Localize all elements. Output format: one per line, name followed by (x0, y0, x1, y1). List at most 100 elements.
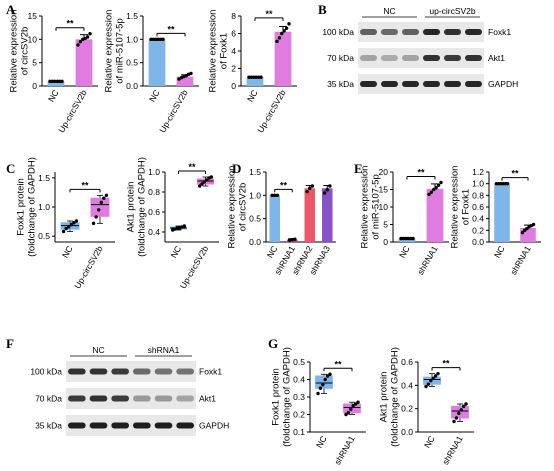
significance-marker: ** (417, 168, 425, 178)
data-point (351, 404, 355, 408)
data-point (406, 236, 410, 241)
data-point (287, 22, 291, 26)
blot-band (444, 55, 461, 61)
y-axis-title-line: Relative expression (9, 10, 20, 93)
data-point (161, 37, 165, 42)
x-tick-label: Up-circSV2b (72, 244, 105, 291)
blot-band (465, 29, 482, 35)
blot-mw-label: 70 kDa (35, 394, 62, 404)
y-axis-title-line: (foldchange of GAPDH) (390, 347, 401, 447)
data-point (57, 79, 62, 84)
x-tick-label: shRNA1 (332, 434, 357, 467)
y-axis-title-line: Foxk1 protein (271, 368, 282, 426)
blot-band (133, 395, 151, 402)
y-axis-title: Relative expressionof circSV2b (9, 10, 31, 93)
bar-up-circsv2b (176, 76, 194, 86)
blot-band (68, 395, 86, 402)
data-point (454, 416, 459, 420)
blot-protein-label: Foxk1 (488, 27, 511, 37)
blot-band (402, 81, 419, 87)
significance-marker: ** (334, 359, 342, 369)
blot-protein-label: Akt1 (199, 394, 216, 404)
y-tick-label: 4 (231, 46, 236, 56)
data-point (520, 230, 525, 235)
data-point (48, 79, 52, 84)
blot-band (360, 55, 377, 61)
blot-protein-label: Foxk1 (199, 367, 222, 377)
data-point (91, 221, 96, 226)
blot-mw-label: 35 kDa (327, 79, 354, 89)
y-axis-title: Relative expressionof miR-5107-5p (104, 10, 126, 93)
y-axis-title-line: Relative expression (208, 10, 219, 93)
data-point (55, 79, 59, 84)
blot-band (111, 368, 129, 375)
x-tick-label: NC (314, 434, 329, 450)
bar-shrna1 (520, 228, 536, 242)
data-point (282, 29, 286, 33)
y-tick-label: 0 (231, 81, 236, 91)
data-point (431, 376, 435, 381)
data-point (256, 75, 261, 79)
y-axis-title: Akt1 protein(foldchange of GAPDH) (126, 157, 148, 257)
data-point (259, 75, 263, 79)
blot-band (89, 422, 108, 429)
y-tick-label: 0.2 (401, 404, 413, 414)
blot-mw-label: 35 kDa (35, 421, 62, 431)
blot-band (402, 55, 419, 61)
y-tick-label: 0.4 (472, 214, 484, 224)
x-tick-label: NC (147, 88, 162, 104)
data-point (399, 236, 403, 241)
y-tick-label: 1.5 (126, 11, 138, 21)
blot-band (89, 368, 108, 375)
blot-membrane (358, 22, 484, 42)
box-up-circsv2b (90, 197, 110, 217)
data-point (270, 193, 274, 198)
data-point (254, 75, 258, 79)
western-blot-f: NC shRNA1 Foxk1 100 kDa Akt1 70 kDa GAPDH 35 kD… (30, 345, 229, 436)
data-point (328, 184, 332, 188)
panel-label-c: C (6, 161, 15, 176)
data-point (273, 193, 277, 198)
y-tick-label: 0.6 (472, 202, 484, 212)
y-tick-label: 5 (32, 58, 37, 68)
data-point (252, 75, 256, 79)
bar-shrna1 (426, 188, 444, 242)
significance-marker: ** (442, 359, 450, 369)
y-tick-label: 0.2 (472, 225, 484, 235)
y-axis-title-line: Foxk1 protein (16, 178, 27, 236)
y-tick-label: 1.0 (126, 34, 138, 44)
blot-group-label: NC (92, 345, 104, 355)
x-tick-label: NC (492, 244, 507, 260)
y-tick-label: 1.0 (249, 190, 261, 200)
data-point (85, 35, 90, 39)
data-point (104, 193, 109, 198)
data-point (356, 400, 360, 404)
x-tick-label: NC (245, 88, 260, 104)
data-point (200, 182, 204, 186)
data-point (97, 208, 101, 212)
data-point (401, 236, 406, 241)
blot-band (176, 422, 194, 429)
panel-label-a: A (6, 2, 16, 17)
blot-band (154, 422, 173, 429)
y-tick-label: 0 (383, 237, 388, 247)
data-point (318, 386, 323, 390)
y-tick-label: 1.5 (249, 167, 261, 177)
y-axis-title: Foxk1 protein(foldchange of GAPDH) (16, 157, 38, 257)
y-tick-label: 0.0 (401, 427, 413, 437)
data-point (202, 180, 207, 184)
y-tick-label: 0.0 (126, 81, 138, 91)
x-tick-label: NC (168, 244, 183, 260)
blot-band (381, 29, 398, 35)
y-tick-label: 8 (231, 11, 236, 21)
blot-band (176, 368, 194, 375)
data-point (459, 408, 463, 412)
box-nc (315, 375, 333, 389)
bar-nc (148, 39, 166, 86)
y-tick-label: 0.2 (293, 410, 305, 420)
